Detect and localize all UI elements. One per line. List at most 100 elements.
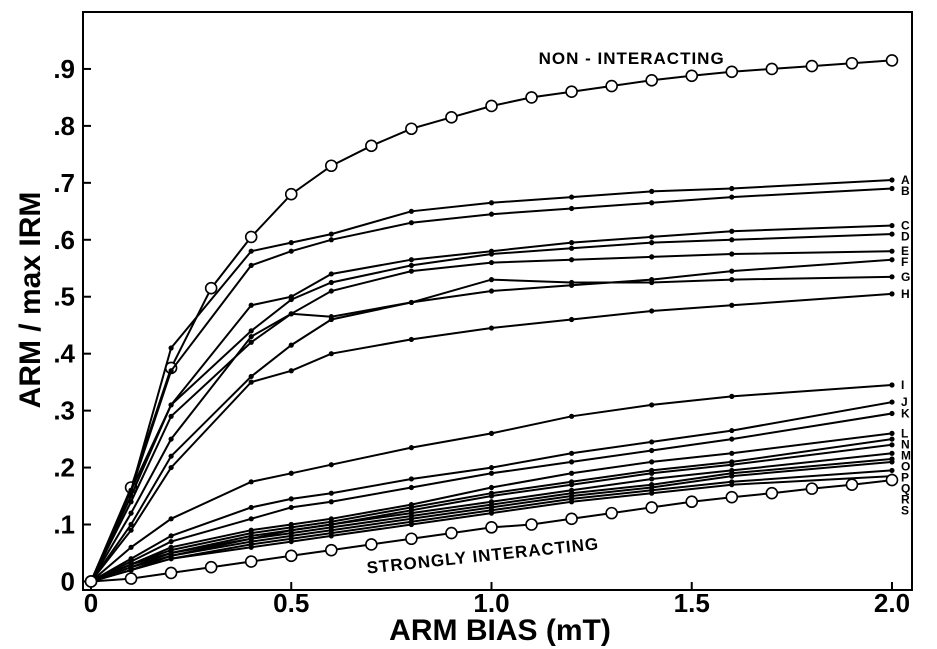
data-point bbox=[168, 533, 174, 539]
data-point bbox=[168, 464, 174, 471]
series-end-label: E bbox=[901, 244, 909, 258]
data-point bbox=[365, 538, 378, 551]
series-line bbox=[90, 412, 893, 583]
data-point bbox=[889, 274, 895, 280]
data-point bbox=[729, 268, 735, 274]
data-point bbox=[649, 234, 655, 240]
series-end-label: D bbox=[901, 230, 910, 244]
data-point bbox=[488, 200, 495, 206]
data-point bbox=[128, 527, 134, 533]
data-point bbox=[568, 316, 575, 323]
data-point bbox=[725, 490, 739, 504]
data-point bbox=[244, 230, 258, 244]
y-axis-label: ARM / max IRM bbox=[14, 192, 47, 409]
series-line bbox=[90, 292, 893, 583]
data-point bbox=[645, 74, 658, 87]
y-tick-label: .8 bbox=[53, 111, 75, 141]
y-tick-label: .6 bbox=[53, 225, 75, 255]
data-point bbox=[408, 476, 414, 482]
series-end-label: L bbox=[901, 426, 908, 440]
data-point bbox=[729, 194, 735, 200]
data-point bbox=[649, 254, 655, 260]
data-point bbox=[248, 479, 254, 485]
series-end-label: F bbox=[901, 255, 908, 269]
series-end-label: H bbox=[901, 287, 910, 301]
data-point bbox=[729, 462, 735, 468]
data-point bbox=[328, 316, 334, 323]
data-point bbox=[408, 336, 414, 343]
data-point bbox=[168, 368, 174, 374]
data-point bbox=[649, 447, 655, 454]
x-axis-label: ARM BIAS (mT) bbox=[389, 614, 611, 647]
data-point bbox=[568, 459, 575, 465]
data-point bbox=[284, 187, 298, 201]
data-point bbox=[328, 271, 334, 277]
series-end-label: M bbox=[901, 448, 911, 462]
data-point bbox=[248, 302, 254, 308]
y-tick-label: .4 bbox=[53, 339, 75, 369]
data-point bbox=[885, 473, 899, 487]
data-point bbox=[885, 54, 899, 67]
data-point bbox=[889, 257, 895, 263]
series-end-label: Q bbox=[901, 481, 910, 495]
data-point bbox=[765, 62, 779, 76]
data-point bbox=[568, 205, 575, 212]
data-point bbox=[244, 555, 258, 568]
series-line bbox=[90, 401, 893, 583]
data-point bbox=[488, 430, 495, 436]
data-point bbox=[488, 288, 495, 294]
data-point bbox=[725, 65, 739, 79]
data-point bbox=[525, 518, 538, 531]
series-annotation: NON - INTERACTING bbox=[539, 49, 725, 68]
series-line bbox=[90, 275, 893, 583]
data-point bbox=[408, 521, 414, 528]
data-point bbox=[889, 399, 895, 405]
data-point bbox=[324, 543, 338, 557]
data-point bbox=[248, 339, 254, 345]
data-point bbox=[565, 85, 578, 99]
x-tick-label: 1.0 bbox=[473, 588, 509, 618]
data-point bbox=[128, 499, 134, 505]
data-point bbox=[128, 544, 134, 550]
series-line bbox=[90, 452, 893, 583]
data-point bbox=[889, 442, 895, 448]
data-point bbox=[729, 436, 735, 442]
x-tick-label: 1.5 bbox=[674, 588, 710, 618]
data-point bbox=[408, 208, 414, 214]
data-point bbox=[488, 251, 495, 257]
data-point bbox=[889, 231, 895, 237]
series-end-label: B bbox=[901, 184, 910, 198]
data-point bbox=[288, 538, 294, 545]
data-point bbox=[568, 279, 575, 286]
data-point bbox=[649, 459, 655, 465]
data-point bbox=[288, 470, 294, 476]
series-line bbox=[90, 179, 893, 582]
data-point bbox=[568, 413, 575, 419]
data-point bbox=[889, 248, 895, 254]
data-point bbox=[288, 496, 294, 502]
data-point bbox=[328, 533, 334, 539]
data-point bbox=[405, 122, 418, 136]
data-point bbox=[288, 296, 294, 303]
data-point bbox=[288, 368, 294, 374]
data-point bbox=[248, 248, 254, 254]
data-point bbox=[328, 231, 334, 237]
data-point bbox=[408, 262, 414, 269]
data-point bbox=[685, 495, 699, 509]
data-point bbox=[649, 490, 655, 496]
y-tick-label: 0 bbox=[61, 566, 75, 596]
x-tick-label: 2.0 bbox=[874, 588, 910, 618]
data-point bbox=[889, 222, 895, 229]
data-point bbox=[128, 521, 134, 528]
data-point bbox=[568, 194, 575, 200]
data-point bbox=[649, 470, 655, 476]
series-line bbox=[90, 233, 893, 582]
data-point bbox=[485, 521, 498, 534]
data-point bbox=[328, 237, 334, 243]
series-line bbox=[90, 384, 893, 583]
data-point bbox=[649, 308, 655, 314]
data-point bbox=[889, 410, 895, 417]
data-point bbox=[889, 177, 895, 183]
